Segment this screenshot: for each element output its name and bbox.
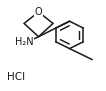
Text: HCl: HCl: [7, 72, 25, 82]
Text: H₂N: H₂N: [15, 37, 33, 47]
Text: O: O: [35, 7, 42, 17]
